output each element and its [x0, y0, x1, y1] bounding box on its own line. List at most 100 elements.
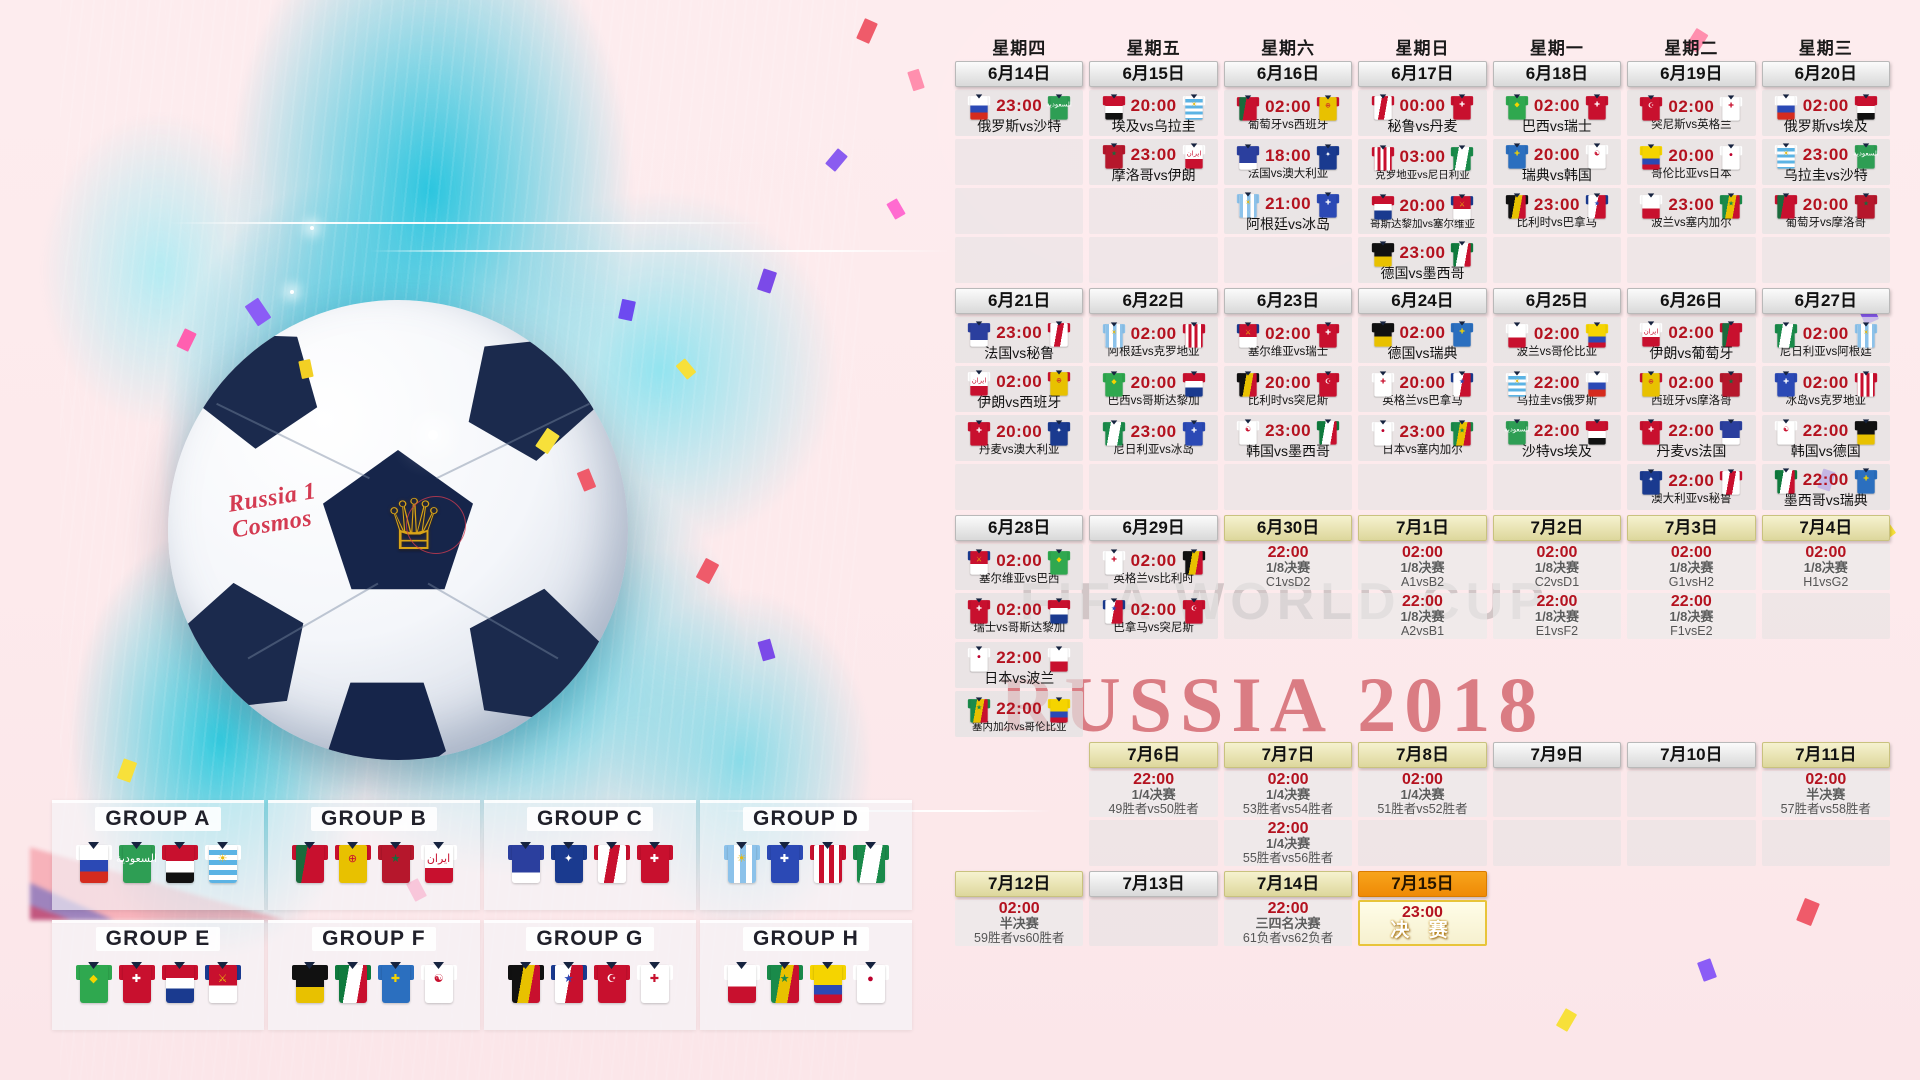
match-slot[interactable]: 23:00 ★ 波兰vs塞内加尔 — [1627, 188, 1756, 234]
date-chip[interactable]: 6月16日 — [1223, 61, 1353, 87]
match-slot[interactable]: 18:00 ✦ 法国vs澳大利亚 — [1223, 139, 1353, 185]
group-card-g[interactable]: GROUP G ★ ☪ ✚ — [484, 920, 696, 1030]
match-slot[interactable]: ☯ 23:00 韩国vs墨西哥 — [1223, 415, 1353, 461]
match-slot[interactable]: ● 22:00 日本vs波兰 — [955, 642, 1084, 688]
date-chip[interactable]: 7月8日 — [1358, 742, 1487, 768]
match-slot[interactable]: ☀ 22:00 乌拉圭vs俄罗斯 — [1492, 366, 1622, 412]
date-chip[interactable]: 6月25日 — [1492, 288, 1622, 314]
match-slot[interactable]: 20:00 ★ 葡萄牙vs摩洛哥 — [1761, 188, 1890, 234]
date-chip[interactable]: 6月21日 — [955, 288, 1084, 314]
match-slot[interactable]: ☀ 21:00 ✚ 阿根廷vs冰岛 — [1223, 188, 1353, 234]
knockout-slot[interactable]: 02:00 1/8决赛 A1vsB2 — [1358, 544, 1487, 590]
match-slot[interactable]: 23:00 法国vs秘鲁 — [955, 317, 1084, 363]
match-slot[interactable]: 23:00 السعودية 俄罗斯vs沙特 — [955, 90, 1084, 136]
date-chip[interactable]: 6月18日 — [1492, 61, 1622, 87]
knockout-slot[interactable]: 02:00 半决赛 59胜者vs60胜者 — [955, 900, 1084, 946]
match-slot[interactable]: 20:00 ⚔ 哥斯达黎加vs塞尔维亚 — [1358, 188, 1487, 234]
final-match-slot[interactable]: 23:00 决 赛 — [1358, 900, 1487, 946]
match-slot[interactable]: ☯ 22:00 韩国vs德国 — [1761, 415, 1890, 461]
match-slot[interactable]: 02:00 ☀ 尼日利亚vs阿根廷 — [1761, 317, 1890, 363]
match-slot[interactable]: السعودية 22:00 沙特vs埃及 — [1492, 415, 1622, 461]
knockout-slot[interactable]: 02:00 1/8决赛 H1vsG2 — [1761, 544, 1890, 590]
date-chip[interactable]: 7月12日 — [955, 871, 1084, 897]
match-slot[interactable]: ✚ 20:00 ☯ 瑞典vs韩国 — [1492, 139, 1622, 185]
date-chip[interactable]: 6月22日 — [1089, 288, 1218, 314]
knockout-slot[interactable]: 02:00 半决赛 57胜者vs58胜者 — [1761, 771, 1890, 817]
date-chip[interactable]: 7月7日 — [1223, 742, 1353, 768]
match-slot[interactable]: ✦ 22:00 澳大利亚vs秘鲁 — [1627, 464, 1756, 510]
date-chip[interactable]: 7月10日 — [1627, 742, 1756, 768]
date-chip[interactable]: 6月28日 — [955, 515, 1084, 541]
knockout-slot[interactable]: 22:00 1/8决赛 C1vsD2 — [1223, 544, 1353, 590]
knockout-slot[interactable]: 02:00 1/4决赛 51胜者vs52胜者 — [1358, 771, 1487, 817]
match-slot[interactable]: ✚ 02:00 英格兰vs比利时 — [1089, 544, 1218, 590]
date-chip[interactable]: 6月30日 — [1223, 515, 1353, 541]
match-slot[interactable]: ⚔ 02:00 ✚ 塞尔维亚vs瑞士 — [1223, 317, 1353, 363]
date-chip[interactable]: 7月1日 — [1358, 515, 1487, 541]
knockout-slot[interactable]: 22:00 1/8决赛 A2vsB1 — [1358, 593, 1487, 639]
match-slot[interactable]: 20:00 ☪ 比利时vs突尼斯 — [1223, 366, 1353, 412]
match-slot[interactable]: ایران 02:00 ⊕ 伊朗vs西班牙 — [955, 366, 1084, 412]
date-chip[interactable]: 6月27日 — [1761, 288, 1890, 314]
match-slot[interactable]: ☪ 02:00 ✚ 突尼斯vs英格兰 — [1627, 90, 1756, 136]
date-chip[interactable]: 6月19日 — [1627, 61, 1756, 87]
date-chip[interactable]: 6月15日 — [1089, 61, 1218, 87]
match-slot[interactable]: 22:00 ✚ 墨西哥vs瑞典 — [1761, 464, 1890, 510]
match-slot[interactable]: ✚ 20:00 ★ 英格兰vs巴拿马 — [1358, 366, 1487, 412]
match-slot[interactable]: ✚ 20:00 ✦ 丹麦vs澳大利亚 — [955, 415, 1084, 461]
match-slot[interactable]: ایران 02:00 伊朗vs葡萄牙 — [1627, 317, 1756, 363]
date-chip[interactable]: 7月14日 — [1223, 871, 1353, 897]
match-slot[interactable]: ⊕ 02:00 ★ 西班牙vs摩洛哥 — [1627, 366, 1756, 412]
match-slot[interactable]: 02:00 波兰vs哥伦比亚 — [1492, 317, 1622, 363]
date-chip[interactable]: 6月14日 — [955, 61, 1084, 87]
match-slot[interactable]: ☀ 23:00 السعودية 乌拉圭vs沙特 — [1761, 139, 1890, 185]
match-slot[interactable]: ★ 23:00 ایران 摩洛哥vs伊朗 — [1089, 139, 1218, 185]
date-chip[interactable]: 7月13日 — [1089, 871, 1218, 897]
date-chip[interactable]: 6月17日 — [1358, 61, 1487, 87]
date-chip[interactable]: 7月2日 — [1492, 515, 1622, 541]
match-slot[interactable]: ★ 02:00 ☪ 巴拿马vs突尼斯 — [1089, 593, 1218, 639]
group-card-h[interactable]: GROUP H ★ ● — [700, 920, 912, 1030]
match-slot[interactable]: 03:00 克罗地亚vs尼日利亚 — [1358, 139, 1487, 185]
match-slot[interactable]: ✚ 02:00 冰岛vs克罗地亚 — [1761, 366, 1890, 412]
match-slot[interactable]: 02:00 俄罗斯vs埃及 — [1761, 90, 1890, 136]
group-card-b[interactable]: GROUP B ⊕ ★ ایران — [268, 800, 480, 910]
knockout-slot[interactable]: 22:00 1/8决赛 E1vsF2 — [1492, 593, 1622, 639]
group-card-e[interactable]: GROUP E ◆ ✚ ⚔ — [52, 920, 264, 1030]
knockout-slot[interactable]: 22:00 三四名决赛 61负者vs62负者 — [1223, 900, 1353, 946]
match-slot[interactable]: ★ 22:00 塞内加尔vs哥伦比亚 — [955, 691, 1084, 737]
match-slot[interactable]: ● 23:00 ★ 日本vs塞内加尔 — [1358, 415, 1487, 461]
date-chip[interactable]: 6月23日 — [1223, 288, 1353, 314]
knockout-slot[interactable]: 02:00 1/8决赛 G1vsH2 — [1627, 544, 1756, 590]
match-slot[interactable]: ☀ 02:00 阿根廷vs克罗地亚 — [1089, 317, 1218, 363]
group-card-d[interactable]: GROUP D ☀ ✚ — [700, 800, 912, 910]
date-chip[interactable]: 7月15日 — [1358, 871, 1487, 897]
date-chip[interactable]: 6月20日 — [1761, 61, 1890, 87]
match-slot[interactable]: 02:00 ✚ 德国vs瑞典 — [1358, 317, 1487, 363]
knockout-slot[interactable]: 22:00 1/4决赛 55胜者vs56胜者 — [1223, 820, 1353, 866]
match-slot[interactable]: ◆ 02:00 ✚ 巴西vs瑞士 — [1492, 90, 1622, 136]
date-chip[interactable]: 7月3日 — [1627, 515, 1756, 541]
knockout-slot[interactable]: 22:00 1/4决赛 49胜者vs50胜者 — [1089, 771, 1218, 817]
match-slot[interactable]: 20:00 ● 哥伦比亚vs日本 — [1627, 139, 1756, 185]
date-chip[interactable]: 6月29日 — [1089, 515, 1218, 541]
match-slot[interactable]: 00:00 ✚ 秘鲁vs丹麦 — [1358, 90, 1487, 136]
date-chip[interactable]: 7月11日 — [1761, 742, 1890, 768]
knockout-slot[interactable]: 02:00 1/8决赛 C2vsD1 — [1492, 544, 1622, 590]
date-chip[interactable]: 7月4日 — [1761, 515, 1890, 541]
group-card-f[interactable]: GROUP F ✚ ☯ — [268, 920, 480, 1030]
match-slot[interactable]: ◆ 20:00 巴西vs哥斯达黎加 — [1089, 366, 1218, 412]
knockout-slot[interactable]: 22:00 1/8决赛 F1vsE2 — [1627, 593, 1756, 639]
match-slot[interactable]: 20:00 ☀ 埃及vs乌拉圭 — [1089, 90, 1218, 136]
match-slot[interactable]: 23:00 ✚ 尼日利亚vs冰岛 — [1089, 415, 1218, 461]
group-card-c[interactable]: GROUP C ✦ ✚ — [484, 800, 696, 910]
match-slot[interactable]: 23:00 德国vs墨西哥 — [1358, 237, 1487, 283]
match-slot[interactable]: 23:00 ★ 比利时vs巴拿马 — [1492, 188, 1622, 234]
date-chip[interactable]: 6月24日 — [1358, 288, 1487, 314]
match-slot[interactable]: ✚ 22:00 丹麦vs法国 — [1627, 415, 1756, 461]
match-slot[interactable]: ⚔ 02:00 ◆ 塞尔维亚vs巴西 — [955, 544, 1084, 590]
group-card-a[interactable]: GROUP A السعودية ☀ — [52, 800, 264, 910]
match-slot[interactable]: ✚ 02:00 瑞士vs哥斯达黎加 — [955, 593, 1084, 639]
date-chip[interactable]: 6月26日 — [1627, 288, 1756, 314]
date-chip[interactable]: 7月9日 — [1492, 742, 1622, 768]
